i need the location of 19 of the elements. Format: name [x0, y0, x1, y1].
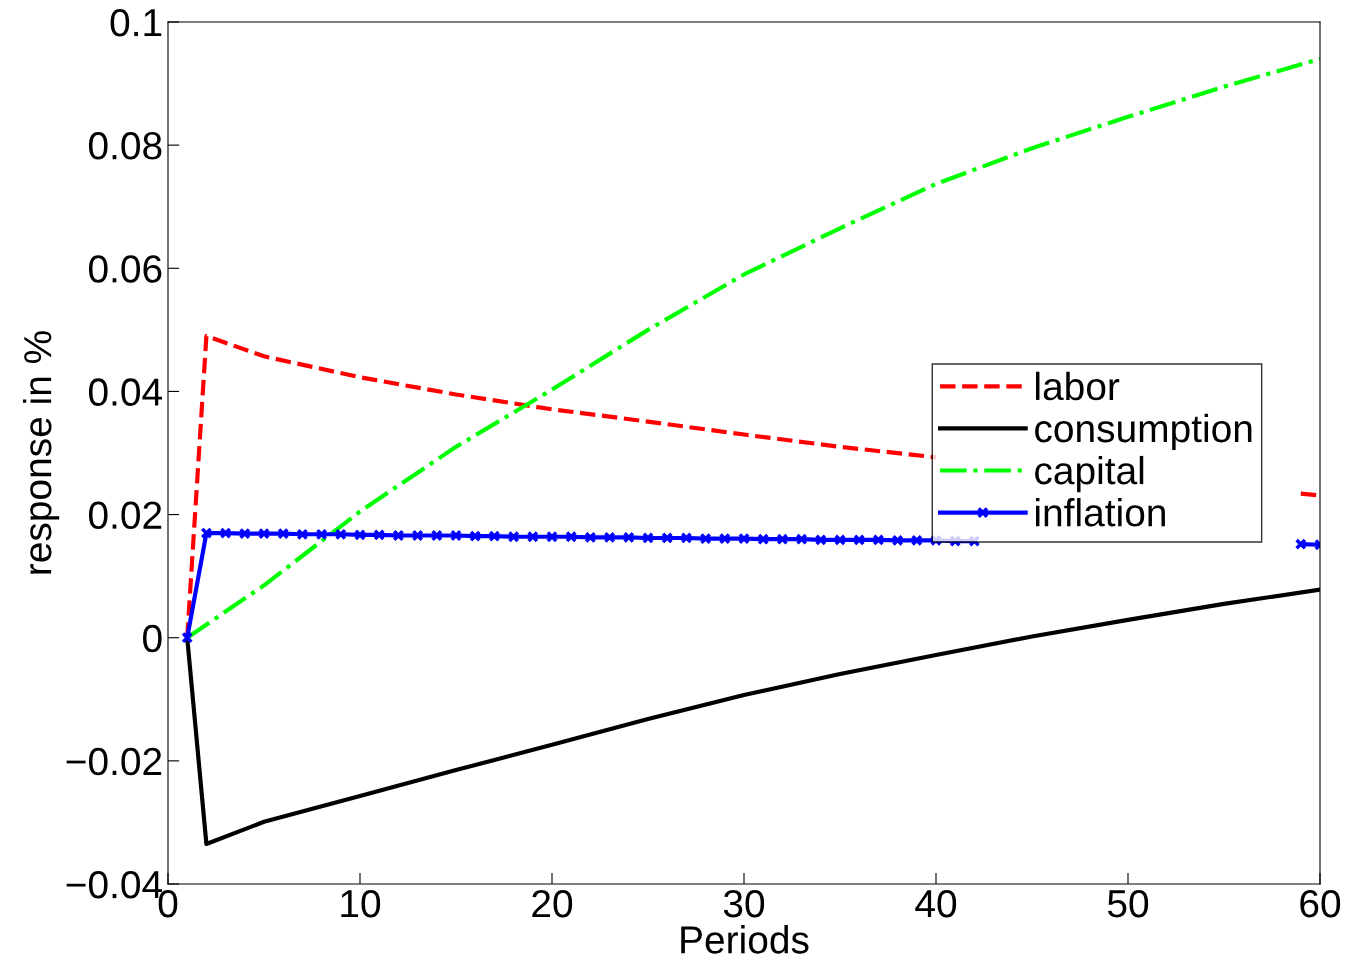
y-tick-label: 0.02 — [88, 501, 162, 530]
y-axis-title: response in % — [22, 331, 60, 574]
legend-label: inflation — [1036, 498, 1165, 527]
legend-label: consumption — [1035, 413, 1252, 451]
x-axis-title: Periods — [681, 925, 809, 954]
y-tick-label: 0 — [143, 624, 162, 653]
y-tick-label: 0.06 — [88, 255, 162, 283]
x-tick-label: 50 — [1107, 889, 1149, 918]
x-tick-label: 10 — [341, 889, 381, 918]
y-tick-label: −0.02 — [66, 747, 162, 776]
x-tick-label: 20 — [532, 889, 573, 918]
legend-label: capital — [1035, 455, 1144, 493]
y-tick-label: 0.04 — [88, 378, 163, 406]
x-tick-label: 60 — [1300, 889, 1341, 918]
y-tick-label: 0.1 — [110, 8, 162, 37]
x-tick-label: 40 — [915, 889, 957, 918]
x-tick-label: 30 — [723, 889, 765, 918]
y-tick-label: 0.08 — [88, 132, 162, 160]
legend-label: labor — [1036, 371, 1120, 401]
